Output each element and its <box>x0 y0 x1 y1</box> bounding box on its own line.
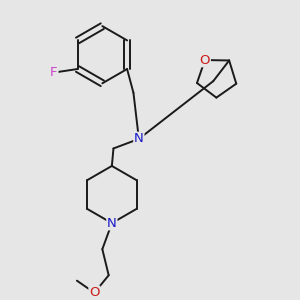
Text: O: O <box>89 286 100 299</box>
Text: O: O <box>200 53 210 67</box>
Text: N: N <box>107 217 117 230</box>
Text: F: F <box>50 66 58 79</box>
Text: N: N <box>134 132 144 146</box>
